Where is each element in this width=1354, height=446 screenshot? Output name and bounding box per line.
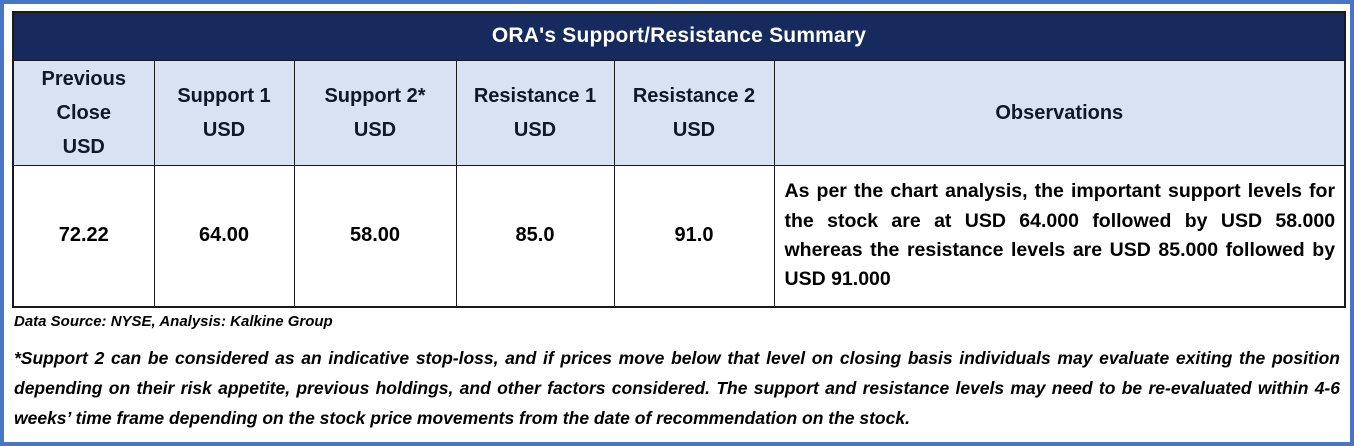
col-header-previous-close: Previous Close USD xyxy=(12,59,155,166)
col-header-observations: Observations xyxy=(773,59,1346,166)
value-support-2: 58.00 xyxy=(293,164,457,308)
value-resistance-1: 85.0 xyxy=(455,164,615,308)
header-row: Previous Close USD Support 1 USD Support… xyxy=(12,59,1346,166)
data-source-note: Data Source: NYSE, Analysis: Kalkine Gro… xyxy=(14,313,333,330)
table-row: 72.22 64.00 58.00 85.0 91.0 As per the c… xyxy=(12,164,1346,308)
value-resistance-2: 91.0 xyxy=(613,164,775,308)
col-header-resistance-2: Resistance 2 USD xyxy=(613,59,775,166)
support-resistance-table: ORA's Support/Resistance Summary Previou… xyxy=(12,11,1347,308)
col-header-support-1: Support 1 USD xyxy=(153,59,295,166)
col-header-resistance-1: Resistance 1 USD xyxy=(455,59,615,166)
observations-text: As per the chart analysis, the important… xyxy=(773,164,1346,308)
value-support-1: 64.00 xyxy=(153,164,295,308)
col-header-support-2: Support 2* USD xyxy=(293,59,457,166)
title-row: ORA's Support/Resistance Summary xyxy=(12,11,1346,61)
stop-loss-footnote: *Support 2 can be considered as an indic… xyxy=(14,348,1340,429)
value-previous-close: 72.22 xyxy=(12,164,155,308)
table-title: ORA's Support/Resistance Summary xyxy=(12,11,1346,61)
